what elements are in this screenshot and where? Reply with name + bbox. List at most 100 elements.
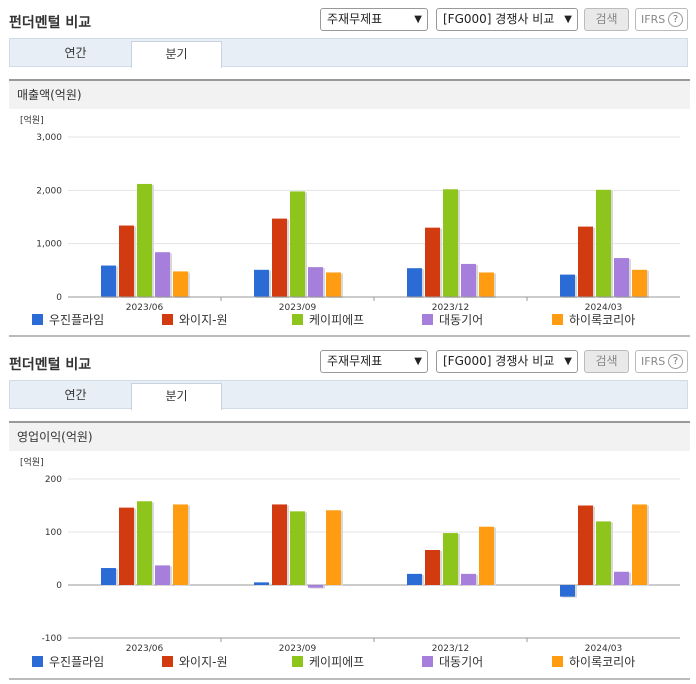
statement-select[interactable]: 주재무제표 ▼ xyxy=(320,8,428,31)
bar[interactable] xyxy=(632,504,647,585)
bar[interactable] xyxy=(596,189,611,297)
period-tabs: 연간 분기 xyxy=(9,380,688,410)
bar[interactable] xyxy=(290,191,305,297)
bar[interactable] xyxy=(578,226,593,297)
y-tick-label: 100 xyxy=(45,528,62,538)
statement-select-value: 주재무제표 xyxy=(327,12,383,26)
bar[interactable] xyxy=(137,183,152,297)
bar[interactable] xyxy=(614,258,629,297)
y-tick-label: -100 xyxy=(42,634,63,644)
bar[interactable] xyxy=(479,272,494,297)
legend-swatch xyxy=(552,656,563,667)
bar[interactable] xyxy=(632,269,647,297)
tab-annual[interactable]: 연간 xyxy=(64,46,87,60)
period-tabs: 연간 분기 xyxy=(9,38,688,68)
bar[interactable] xyxy=(119,225,134,297)
bar[interactable] xyxy=(596,521,611,585)
chevron-down-icon: ▼ xyxy=(414,14,422,25)
legend-label: 케이피에프 xyxy=(309,655,365,669)
bar[interactable] xyxy=(272,218,287,297)
ifrs-button[interactable]: IFRS? xyxy=(635,8,688,31)
section-title: 펀더멘털 비교 xyxy=(9,15,92,31)
ifrs-button[interactable]: IFRS? xyxy=(635,350,688,373)
bar[interactable] xyxy=(461,263,476,297)
bar[interactable] xyxy=(155,565,170,585)
legend-label: 하이록코리아 xyxy=(569,655,636,669)
help-icon[interactable]: ? xyxy=(668,12,683,27)
tab-annual[interactable]: 연간 xyxy=(64,388,87,402)
bar[interactable] xyxy=(137,501,152,585)
bar[interactable] xyxy=(119,507,134,585)
bar[interactable] xyxy=(101,568,116,585)
y-unit-label: [억원] xyxy=(20,114,44,126)
fundamental-section-2: 펀더멘털 비교 주재무제표 ▼ [FG000] 경쟁사 비교 ▼ 검색 IFRS? … xyxy=(0,342,696,680)
fundamental-section-1: 펀더멘털 비교 주재무제표 ▼ [FG000] 경쟁사 비교 ▼ 검색 IFRS? … xyxy=(0,0,696,337)
bar[interactable] xyxy=(443,533,458,585)
y-tick-label: 3,000 xyxy=(36,133,62,143)
bar[interactable] xyxy=(326,510,341,585)
bar[interactable] xyxy=(407,573,422,585)
x-tick-label: 2023/12 xyxy=(432,644,469,654)
bar[interactable] xyxy=(272,504,287,585)
y-tick-label: 0 xyxy=(56,581,62,591)
bar[interactable] xyxy=(407,268,422,297)
bar[interactable] xyxy=(173,504,188,585)
bar[interactable] xyxy=(290,511,305,585)
bar[interactable] xyxy=(254,269,269,297)
compare-select[interactable]: [FG000] 경쟁사 비교 ▼ xyxy=(436,8,578,31)
bar[interactable] xyxy=(155,252,170,297)
bar[interactable] xyxy=(560,274,575,297)
bar[interactable] xyxy=(308,267,323,297)
bar[interactable] xyxy=(560,585,575,597)
y-tick-label: 200 xyxy=(45,475,62,485)
legend-swatch xyxy=(292,656,303,667)
chart-legend: 우진플라임 와이지-원 케이피에프 대동기어 하이록코리아 xyxy=(32,654,682,670)
help-icon[interactable]: ? xyxy=(668,354,683,369)
legend-label: 케이피에프 xyxy=(309,313,365,327)
compare-select-value: [FG000] 경쟁사 비교 xyxy=(443,12,555,26)
legend-swatch xyxy=(162,656,173,667)
bar[interactable] xyxy=(443,189,458,297)
legend-label: 대동기어 xyxy=(439,313,484,327)
legend-swatch xyxy=(422,656,433,667)
statement-select-value: 주재무제표 xyxy=(327,354,383,368)
x-tick-label: 2024/03 xyxy=(585,644,622,654)
legend-label: 와이지-원 xyxy=(179,655,228,669)
statement-select[interactable]: 주재무제표 ▼ xyxy=(320,350,428,373)
y-tick-label: 1,000 xyxy=(36,240,62,250)
compare-select[interactable]: [FG000] 경쟁사 비교 ▼ xyxy=(436,350,578,373)
tab-quarterly[interactable]: 분기 xyxy=(131,383,222,410)
bar[interactable] xyxy=(173,271,188,297)
chevron-down-icon: ▼ xyxy=(414,356,422,367)
tab-quarterly[interactable]: 분기 xyxy=(131,41,222,68)
x-tick-label: 2023/09 xyxy=(279,303,317,310)
bar[interactable] xyxy=(461,573,476,585)
bar[interactable] xyxy=(614,571,629,585)
y-unit-label: [억원] xyxy=(20,456,44,468)
compare-select-value: [FG000] 경쟁사 비교 xyxy=(443,354,555,368)
legend-label: 대동기어 xyxy=(439,655,484,669)
bar[interactable] xyxy=(326,272,341,297)
chart-title: 영업이익(억원) xyxy=(9,421,690,451)
section-divider xyxy=(9,678,690,680)
legend-label: 하이록코리아 xyxy=(569,313,636,327)
legend-swatch xyxy=(292,314,303,325)
legend-label: 와이지-원 xyxy=(179,313,228,327)
bar[interactable] xyxy=(479,526,494,585)
bar[interactable] xyxy=(254,582,269,585)
legend-swatch xyxy=(552,314,563,325)
x-tick-label: 2023/06 xyxy=(126,644,164,654)
search-button[interactable]: 검색 xyxy=(584,8,629,31)
bar[interactable] xyxy=(308,585,323,588)
bar[interactable] xyxy=(425,227,440,297)
bar[interactable] xyxy=(425,550,440,585)
search-button[interactable]: 검색 xyxy=(584,350,629,373)
revenue-chart: [억원] 3,000 2,000 1,000 0 2023/06 2023/09 2023/1… xyxy=(20,114,680,310)
section-divider xyxy=(9,335,690,337)
x-tick-label: 2024/03 xyxy=(585,303,622,310)
bar[interactable] xyxy=(101,265,116,297)
legend-label: 우진플라임 xyxy=(49,313,105,327)
bar[interactable] xyxy=(578,505,593,586)
x-tick-label: 2023/09 xyxy=(279,644,317,654)
y-tick-label: 0 xyxy=(56,293,62,303)
